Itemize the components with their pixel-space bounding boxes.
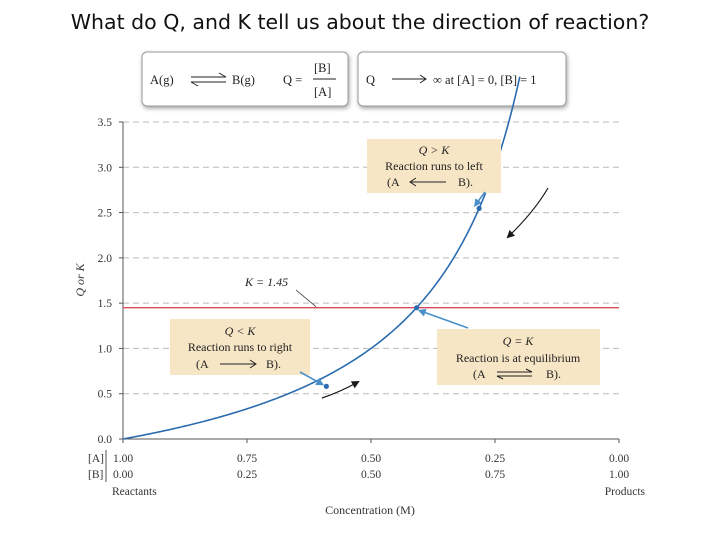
reaction-rhs: B(g)	[232, 73, 255, 87]
pointer-arrow	[299, 371, 325, 386]
limit-lhs: Q	[366, 73, 375, 87]
direction-arrow-right	[321, 381, 360, 399]
q-equals-k-heading: Q = K	[503, 334, 535, 348]
row-label-a: [A]	[88, 453, 104, 465]
marked-point	[414, 305, 420, 311]
q-denominator: [A]	[314, 85, 331, 99]
equation-box-limit: Q ∞ at [A] = 0, [B] = 1	[357, 51, 567, 107]
q-greater-k-heading: Q > K	[419, 143, 451, 157]
a-tick-label: 0.50	[361, 453, 381, 465]
direction-arrow-left	[506, 187, 549, 239]
marked-point	[476, 205, 482, 212]
b-tick-label: 0.00	[113, 469, 133, 481]
pointer-arrow	[417, 308, 469, 329]
annotation-q-equals-k: Q = K Reaction is at equilibrium (A B).	[437, 329, 600, 385]
q-less-k-b: B).	[266, 357, 281, 371]
products-label: Products	[605, 486, 646, 498]
equation-box-reaction: A(g) B(g) Q = [B] [A]	[141, 51, 349, 107]
q-greater-k-a: (A	[387, 175, 400, 189]
y-tick-label: 1.5	[98, 298, 113, 310]
a-tick-label: 0.75	[237, 453, 257, 465]
y-tick-label: 1.0	[98, 343, 113, 355]
b-tick-label: 0.25	[237, 469, 257, 481]
k-label: K = 1.45	[244, 275, 288, 289]
y-tick-label: 2.0	[98, 253, 113, 265]
q-numerator: [B]	[314, 61, 331, 75]
y-tick-label: 3.0	[98, 162, 113, 174]
y-tick-label: 0.5	[98, 389, 113, 401]
right-arrow-icon	[220, 359, 257, 369]
q-less-k-text: Reaction runs to right	[188, 340, 293, 354]
q-greater-k-text: Reaction runs to left	[385, 159, 483, 173]
b-tick-label: 0.75	[485, 469, 505, 481]
equilibrium-arrows-icon	[496, 368, 533, 380]
a-tick-label: 0.00	[609, 453, 629, 465]
q-equals-k-text: Reaction is at equilibrium	[456, 351, 581, 365]
y-tick-label: 2.5	[98, 208, 113, 220]
reactants-label: Reactants	[112, 486, 157, 498]
a-tick-label: 1.00	[113, 453, 133, 465]
y-tick-label: 0.0	[98, 434, 113, 446]
pointer-arrow	[473, 191, 486, 208]
right-arrow-icon	[392, 74, 427, 84]
q-less-k-a: (A	[196, 357, 209, 371]
y-tick-label: 3.5	[98, 117, 113, 129]
b-tick-label: 1.00	[609, 469, 629, 481]
row-label-b: [B]	[88, 469, 103, 481]
equilibrium-arrows-icon	[190, 72, 227, 87]
k-line: K = 1.45	[123, 275, 619, 309]
q-equals-k-a: (A	[473, 367, 486, 381]
q-equals-k-b: B).	[546, 367, 561, 381]
y-axis-title: Q or K	[73, 262, 87, 296]
slide-title: What do Q, and K tell us about the direc…	[70, 10, 650, 34]
annotation-q-greater-k: Q > K Reaction runs to left (A B).	[367, 139, 501, 193]
q-less-k-heading: Q < K	[225, 324, 257, 338]
reaction-lhs: A(g)	[150, 73, 174, 87]
limit-rhs: ∞ at [A] = 0, [B] = 1	[433, 73, 537, 87]
q-definition-lhs: Q =	[283, 73, 302, 87]
point-markers	[299, 187, 549, 399]
axes: 0.0 0.5 1.0 1.5 2.0 2.5 3.0 3.5 1.00 0.00 0.75 0.25…	[73, 117, 646, 517]
marked-point	[323, 383, 329, 389]
a-tick-label: 0.25	[485, 453, 505, 465]
left-arrow-icon	[409, 177, 446, 187]
q-greater-k-b: B).	[458, 175, 473, 189]
k-label-leader	[295, 289, 317, 307]
annotation-q-less-k: Q < K Reaction runs to right (A B).	[170, 319, 310, 375]
x-axis-title: Concentration (M)	[325, 503, 415, 517]
b-tick-label: 0.50	[361, 469, 381, 481]
